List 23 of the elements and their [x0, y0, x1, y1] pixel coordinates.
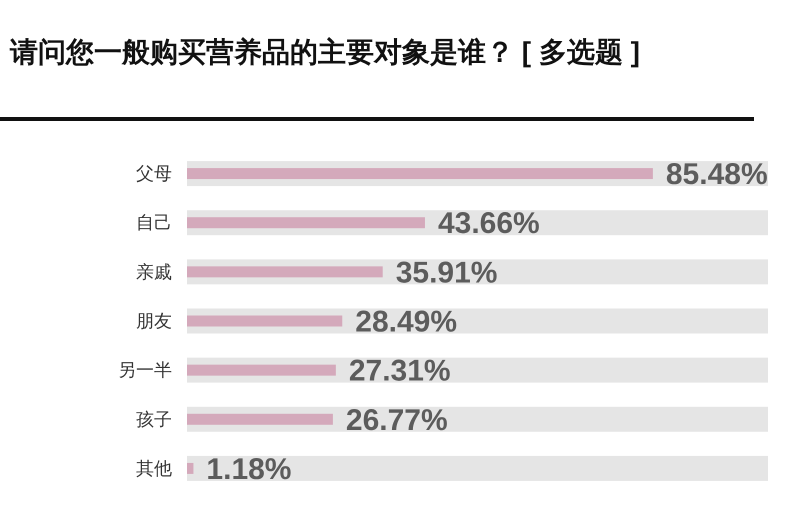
y-tick-label: 朋友: [136, 311, 172, 331]
y-tick-label: 父母: [136, 164, 172, 184]
data-label: 28.49%: [355, 306, 458, 338]
bar: [187, 364, 336, 376]
y-tick-label: 另一半: [118, 360, 172, 380]
data-label: 26.77%: [346, 404, 448, 437]
bar: [187, 456, 768, 481]
bar: [187, 316, 342, 326]
bar: [187, 266, 383, 278]
data-label: 35.91%: [396, 256, 498, 290]
y-tick-label: 孩子: [136, 409, 172, 430]
data-label: 27.31%: [348, 354, 451, 388]
data-label: 43.66%: [438, 207, 540, 240]
bar: [187, 414, 333, 425]
y-tick-label: 自己: [136, 212, 172, 233]
bar: [187, 217, 425, 228]
data-label: 1.18%: [206, 452, 292, 486]
bar: [187, 168, 653, 180]
y-tick-label: 亲戚: [136, 262, 172, 282]
chart-title: 请问您一般购买营养品的主要对象是谁？ [ 多选题 ]: [9, 36, 640, 68]
data-label: 85.48%: [666, 158, 768, 192]
bar: [187, 462, 194, 474]
y-tick-label: 其他: [136, 458, 172, 478]
